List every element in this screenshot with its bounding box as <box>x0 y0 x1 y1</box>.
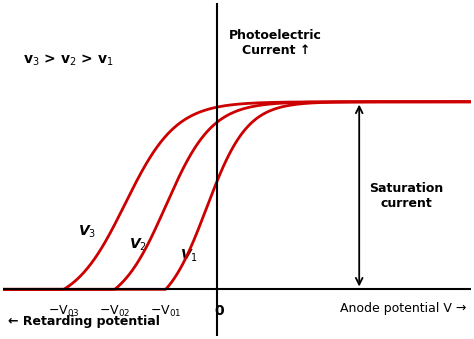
Text: 0: 0 <box>214 304 224 318</box>
Text: Saturation
current: Saturation current <box>369 182 444 210</box>
Text: V$_1$: V$_1$ <box>180 247 198 264</box>
Text: V$_3$: V$_3$ <box>78 224 96 240</box>
Text: ← Retarding potential: ← Retarding potential <box>8 315 160 328</box>
Text: $-$V$_{02}$: $-$V$_{02}$ <box>99 304 130 319</box>
Text: v$_3$ > v$_2$ > v$_1$: v$_3$ > v$_2$ > v$_1$ <box>23 53 114 68</box>
Text: $-$V$_{01}$: $-$V$_{01}$ <box>150 304 182 319</box>
Text: V$_2$: V$_2$ <box>128 237 147 253</box>
Text: $-$V$_{03}$: $-$V$_{03}$ <box>48 304 80 319</box>
Text: Anode potential V →: Anode potential V → <box>340 302 466 315</box>
Text: Photoelectric
Current ↑: Photoelectric Current ↑ <box>229 29 322 57</box>
